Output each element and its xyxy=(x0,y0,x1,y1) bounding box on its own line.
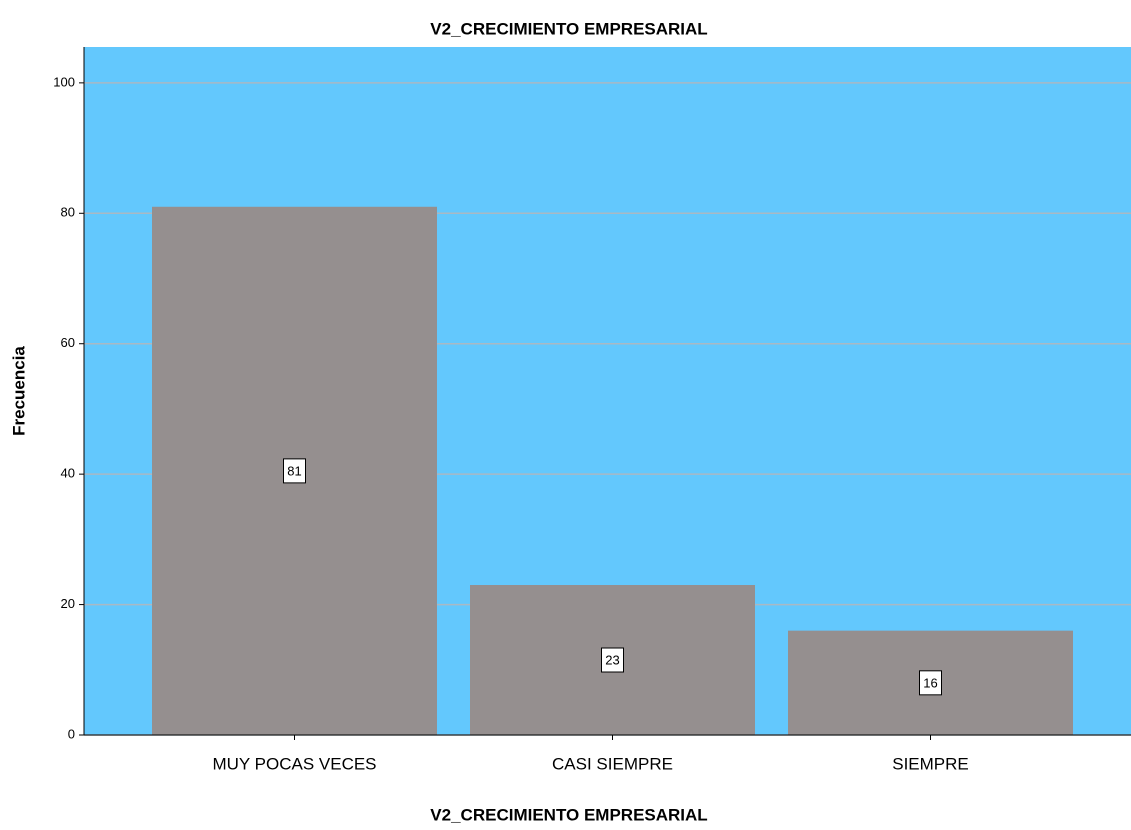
value-label-group: 81 xyxy=(283,458,306,484)
value-label-box xyxy=(283,458,306,484)
y-tick-label: 60 xyxy=(61,335,75,350)
value-label-box xyxy=(919,670,942,696)
value-label: 16 xyxy=(923,675,937,690)
value-label-group: 16 xyxy=(919,670,942,696)
y-tick-label: 40 xyxy=(61,466,75,481)
y-tick-label: 0 xyxy=(68,726,75,741)
x-tick-label: CASI SIEMPRE xyxy=(552,754,673,773)
x-tick-label: SIEMPRE xyxy=(892,754,969,773)
value-label: 81 xyxy=(287,463,301,478)
y-tick-label: 100 xyxy=(53,74,75,89)
y-tick-label: 20 xyxy=(61,596,75,611)
y-axis-title: Frecuencia xyxy=(9,346,28,436)
chart-title: V2_CRECIMIENTO EMPRESARIAL xyxy=(430,19,707,38)
value-label: 23 xyxy=(605,652,619,667)
value-label-box xyxy=(601,647,624,673)
x-tick-label: MUY POCAS VECES xyxy=(212,754,376,773)
x-axis-title: V2_CRECIMIENTO EMPRESARIAL xyxy=(430,805,707,824)
value-label-group: 23 xyxy=(601,647,624,673)
y-tick-label: 80 xyxy=(61,205,75,220)
